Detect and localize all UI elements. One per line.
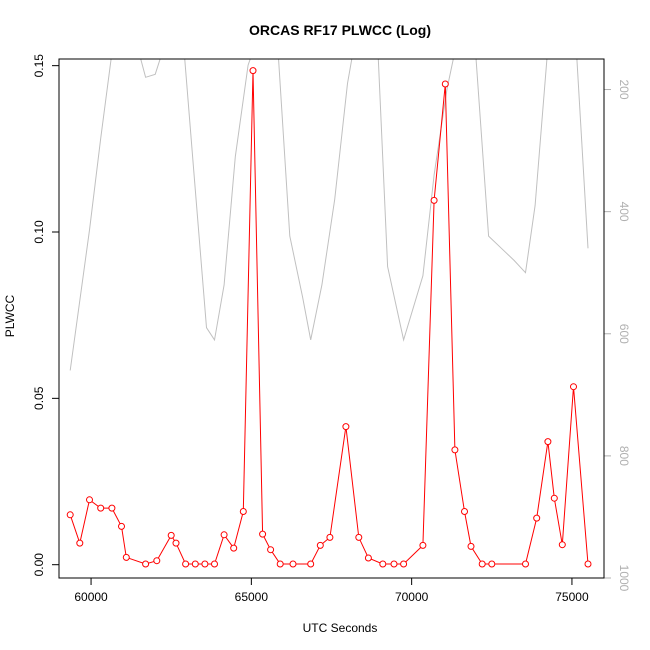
y-tick-label: 0.05 (32, 386, 46, 410)
y-axis-label: PLWCC (3, 294, 17, 337)
plwcc-series-point (533, 514, 541, 522)
plwcc-series-point (461, 508, 468, 515)
plwcc-series-point (342, 423, 350, 431)
plwcc-series-point (142, 560, 150, 568)
plwcc-series-point (86, 496, 93, 504)
plwcc-series-point (451, 446, 459, 454)
plwcc-series-point (172, 539, 180, 547)
plwcc-series-point (522, 560, 529, 568)
plwcc-series-point (191, 560, 199, 568)
plwcc-series-point (307, 560, 315, 568)
plwcc-series-point (249, 67, 257, 75)
x-tick-label: 70000 (395, 590, 429, 604)
y2-tick-label: 400 (617, 202, 631, 222)
plwcc-series-point (316, 541, 324, 549)
y-tick-label: 0.00 (32, 553, 46, 577)
x-axis-label: UTC Seconds (303, 621, 378, 635)
plwcc-series-point (379, 560, 387, 568)
plwcc-series-point (267, 546, 275, 554)
y-tick-label: 0.15 (32, 54, 46, 78)
plwcc-series-point (276, 560, 284, 568)
plwcc-series-point (108, 504, 116, 512)
chart-title: ORCAS RF17 PLWCC (Log) (249, 22, 431, 38)
y2-tick-label: 1000 (617, 565, 631, 592)
plwcc-series-point (550, 494, 558, 502)
plwcc-series-point (259, 530, 267, 538)
plwcc-series-point (570, 383, 577, 391)
plwcc-series-point (230, 544, 238, 552)
plwcc-series-point (544, 438, 552, 446)
plwcc-series-point (467, 542, 475, 550)
plwcc-series-point (289, 560, 297, 568)
plwcc-series-point (239, 508, 247, 515)
plot-frame (58, 58, 605, 579)
plwcc-series-point (167, 531, 175, 539)
plwcc-series-point (400, 560, 408, 568)
plwcc-series-point (430, 196, 438, 204)
plwcc-series-point (122, 553, 130, 561)
altitude-series-line (69, 59, 589, 371)
plwcc-series-point (201, 560, 209, 568)
y2-tick-label: 600 (617, 324, 631, 344)
plwcc-series-point (97, 504, 105, 512)
plwcc-series-point (478, 560, 486, 568)
plwcc-series-point (441, 80, 449, 88)
plwcc-series-point (211, 560, 218, 568)
plwcc-series-point (419, 541, 427, 549)
y2-tick-label: 800 (617, 446, 631, 466)
plwcc-series-point (355, 533, 363, 541)
plwcc-series-point (558, 541, 566, 549)
series-layer (66, 59, 592, 568)
y-tick-label: 0.10 (32, 220, 46, 244)
plwcc-series-point (584, 560, 592, 568)
plwcc-series-point (390, 560, 398, 568)
plwcc-series-point (118, 522, 125, 530)
y2-tick-label: 200 (617, 79, 631, 99)
x-tick-label: 75000 (555, 590, 589, 604)
plwcc-series-point (220, 531, 228, 539)
x-tick-label: 65000 (235, 590, 269, 604)
plwcc-series-point (488, 560, 496, 568)
plwcc-series-point (76, 539, 84, 547)
plwcc-series-point (182, 560, 190, 568)
plwcc-series-point (364, 554, 372, 562)
x-tick-label: 60000 (74, 590, 108, 604)
plwcc-series-point (153, 557, 161, 565)
plwcc-series-point (326, 533, 334, 541)
plwcc-series-point (66, 511, 74, 519)
